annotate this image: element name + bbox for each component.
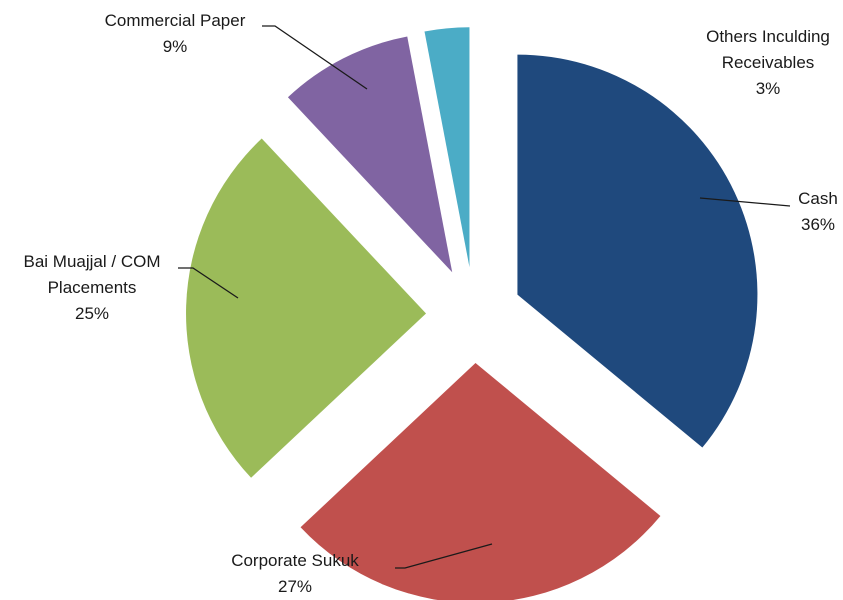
data-label: Cash 36% xyxy=(798,189,838,234)
slice-name: Commercial Paper xyxy=(105,11,246,30)
slice-name: Placements xyxy=(48,278,137,297)
data-label: Corporate Sukuk 27% xyxy=(231,551,359,596)
slice-name: Others Inculding xyxy=(706,27,830,46)
pie-slice-bai-muajjal-com-placements xyxy=(186,138,427,478)
data-label: Others Inculding Receivables 3% xyxy=(706,27,830,98)
pie-slice-others-inculding-receivables xyxy=(424,27,470,268)
leader-line xyxy=(262,25,368,90)
pie-slice-corporate-sukuk xyxy=(300,362,661,600)
leader-line xyxy=(395,543,493,569)
slice-name: Bai Muajjal / COM xyxy=(24,252,161,271)
data-label: Commercial Paper 9% xyxy=(105,11,246,56)
data-label: Bai Muajjal / COM Placements 25% xyxy=(24,252,161,323)
leader-line xyxy=(178,267,239,299)
pie-slice-commercial-paper xyxy=(287,36,453,273)
slice-percent: 3% xyxy=(756,79,781,98)
slice-name: Receivables xyxy=(722,53,815,72)
slice-name: Corporate Sukuk xyxy=(231,551,359,570)
slice-name: Cash xyxy=(798,189,838,208)
slice-percent: 27% xyxy=(278,577,312,596)
slice-percent: 36% xyxy=(801,215,835,234)
pie-slice-cash xyxy=(517,54,758,448)
leader-line xyxy=(699,197,791,207)
slice-percent: 25% xyxy=(75,304,109,323)
slice-percent: 9% xyxy=(163,37,188,56)
